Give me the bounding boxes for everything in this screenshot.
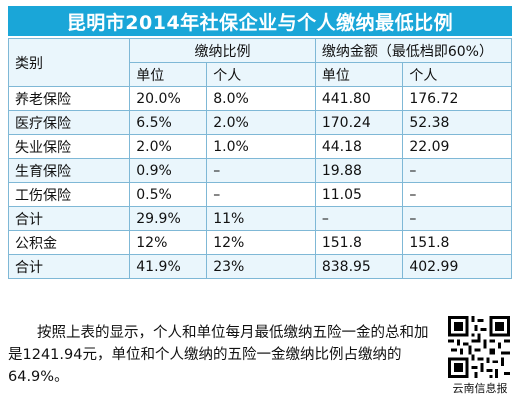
- row-label: 合计: [7, 206, 131, 231]
- individual-rate-cell: 8.0%: [206, 86, 316, 111]
- individual-amount-cell: 151.8: [402, 230, 512, 255]
- individual-rate-cell: 12%: [206, 230, 316, 255]
- qr-code-icon: [448, 316, 510, 378]
- individual-amount-cell: 176.72: [402, 86, 512, 111]
- unit-amount-cell: 44.18: [314, 134, 404, 159]
- individual-amount-cell: 22.09: [402, 134, 512, 159]
- unit-rate-cell: 41.9%: [129, 254, 208, 279]
- unit-rate-cell: 12%: [129, 230, 208, 255]
- row-label: 合计: [7, 254, 131, 279]
- summary-text: 按照上表的显示，个人和单位每月最低缴纳五险一金的总和加是1241.94元，单位和…: [8, 325, 429, 385]
- header-rate-group: 缴纳比例: [129, 38, 316, 63]
- unit-amount-cell: 151.8: [314, 230, 404, 255]
- row-label: 生育保险: [7, 158, 131, 183]
- unit-amount-cell: 838.95: [314, 254, 404, 279]
- row-label: 工伤保险: [7, 182, 131, 207]
- row-label: 医疗保险: [7, 110, 131, 135]
- unit-rate-cell: 2.0%: [129, 134, 208, 159]
- table-subheader-row: 单位 个人 单位 个人: [9, 62, 512, 87]
- individual-rate-cell: 1.0%: [206, 134, 316, 159]
- unit-rate-cell: 0.5%: [129, 182, 208, 207]
- subheader-unit-rate: 单位: [129, 62, 208, 87]
- unit-amount-cell: 170.24: [314, 110, 404, 135]
- unit-rate-cell: 20.0%: [129, 86, 208, 111]
- individual-amount-cell: 402.99: [402, 254, 512, 279]
- table-row: 医疗保险 6.5% 2.0% 170.24 52.38: [7, 110, 512, 135]
- subheader-individual-amount: 个人: [402, 62, 512, 87]
- subheader-unit-amount: 单位: [314, 62, 404, 87]
- page-title: 昆明市2014年社保企业与个人缴纳最低比例: [8, 6, 512, 36]
- header-amount-group: 缴纳金额（最低档即60%）: [314, 38, 513, 63]
- individual-amount-cell: 52.38: [402, 110, 512, 135]
- table-row: 工伤保险 0.5% – 11.05 –: [7, 182, 512, 207]
- row-label: 公积金: [7, 230, 131, 255]
- individual-rate-cell: –: [206, 182, 316, 207]
- table-row: 生育保险 0.9% – 19.88 –: [7, 158, 512, 183]
- row-label: 养老保险: [7, 86, 131, 111]
- individual-rate-cell: 2.0%: [206, 110, 316, 135]
- individual-amount-cell: –: [402, 158, 512, 183]
- individual-amount-cell: –: [402, 206, 512, 231]
- individual-rate-cell: 11%: [206, 206, 316, 231]
- individual-rate-cell: –: [206, 158, 316, 183]
- table-row: 合计 41.9% 23% 838.95 402.99: [7, 254, 512, 279]
- unit-rate-cell: 6.5%: [129, 110, 208, 135]
- unit-amount-cell: 19.88: [314, 158, 404, 183]
- unit-amount-cell: 11.05: [314, 182, 404, 207]
- table-row: 公积金 12% 12% 151.8 151.8: [7, 230, 512, 255]
- individual-rate-cell: 23%: [206, 254, 316, 279]
- qr-caption: 云南信息报: [452, 382, 508, 395]
- subheader-individual-rate: 个人: [206, 62, 316, 87]
- unit-amount-cell: 441.80: [314, 86, 404, 111]
- individual-amount-cell: –: [402, 182, 512, 207]
- row-label: 失业保险: [7, 134, 131, 159]
- table-row: 养老保险 20.0% 8.0% 441.80 176.72: [7, 86, 512, 111]
- unit-amount-cell: –: [314, 206, 404, 231]
- unit-rate-cell: 29.9%: [129, 206, 208, 231]
- table-header-row: 类别 缴纳比例 缴纳金额（最低档即60%）: [7, 38, 513, 87]
- table-row: 合计 29.9% 11% – –: [7, 206, 512, 231]
- contribution-table: 类别 缴纳比例 缴纳金额（最低档即60%） 单位 个人 单位 个人 养老保险 2…: [7, 38, 513, 279]
- table-row: 失业保险 2.0% 1.0% 44.18 22.09: [7, 134, 512, 159]
- summary-paragraph: 按照上表的显示，个人和单位每月最低缴纳五险一金的总和加是1241.94元，单位和…: [8, 322, 438, 388]
- header-category: 类别: [7, 38, 131, 87]
- unit-rate-cell: 0.9%: [129, 158, 208, 183]
